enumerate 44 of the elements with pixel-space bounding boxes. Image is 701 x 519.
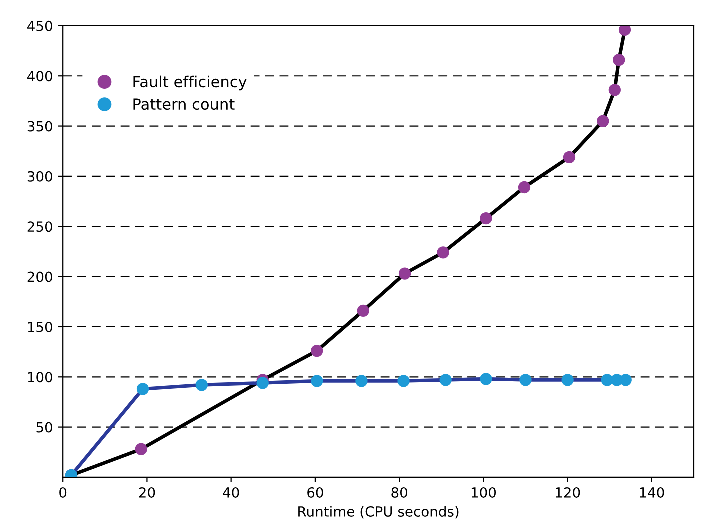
point [520, 374, 532, 386]
point [518, 181, 531, 194]
x-tick-label: 120 [556, 487, 580, 498]
y-tick-label: 200 [28, 272, 52, 282]
point [618, 26, 632, 36]
y-tick-label: 350 [28, 121, 52, 132]
point [437, 246, 450, 259]
point [398, 268, 412, 280]
point [608, 84, 621, 96]
y-tick-label: 400 [28, 71, 52, 82]
point [562, 374, 574, 386]
y-tick-label: 250 [28, 222, 52, 232]
y-tick-label: 300 [28, 171, 52, 182]
point [311, 375, 324, 388]
point [480, 212, 492, 225]
x-tick-label: 140 [640, 487, 664, 498]
x-tick-label: 20 [139, 487, 156, 498]
x-tick-label: 100 [472, 487, 496, 498]
point [311, 344, 324, 358]
x-tick-label: 60 [308, 487, 324, 498]
point [357, 304, 370, 317]
point [196, 379, 208, 392]
point [256, 377, 269, 390]
x-tick-label: 40 [223, 487, 240, 498]
legend-label: Pattern count [134, 98, 235, 110]
y-tick-label: 100 [28, 372, 52, 383]
point [135, 443, 148, 456]
y-tick-label: 150 [28, 322, 52, 332]
point [440, 374, 452, 386]
point [620, 374, 632, 386]
x-axis-title: Runtime (CPU seconds) [298, 506, 459, 519]
y-tick-label: 450 [28, 20, 52, 32]
point [480, 373, 492, 386]
point [563, 151, 576, 164]
point [597, 115, 610, 128]
point [601, 374, 614, 386]
point [398, 375, 410, 388]
point [356, 375, 368, 388]
point [136, 383, 150, 396]
x-tick-label: 80 [392, 487, 408, 498]
legend-label: Fault efficiency [134, 76, 247, 91]
point [613, 54, 626, 66]
x-tick-label: 0 [60, 487, 67, 498]
y-tick-label: 50 [36, 422, 52, 433]
